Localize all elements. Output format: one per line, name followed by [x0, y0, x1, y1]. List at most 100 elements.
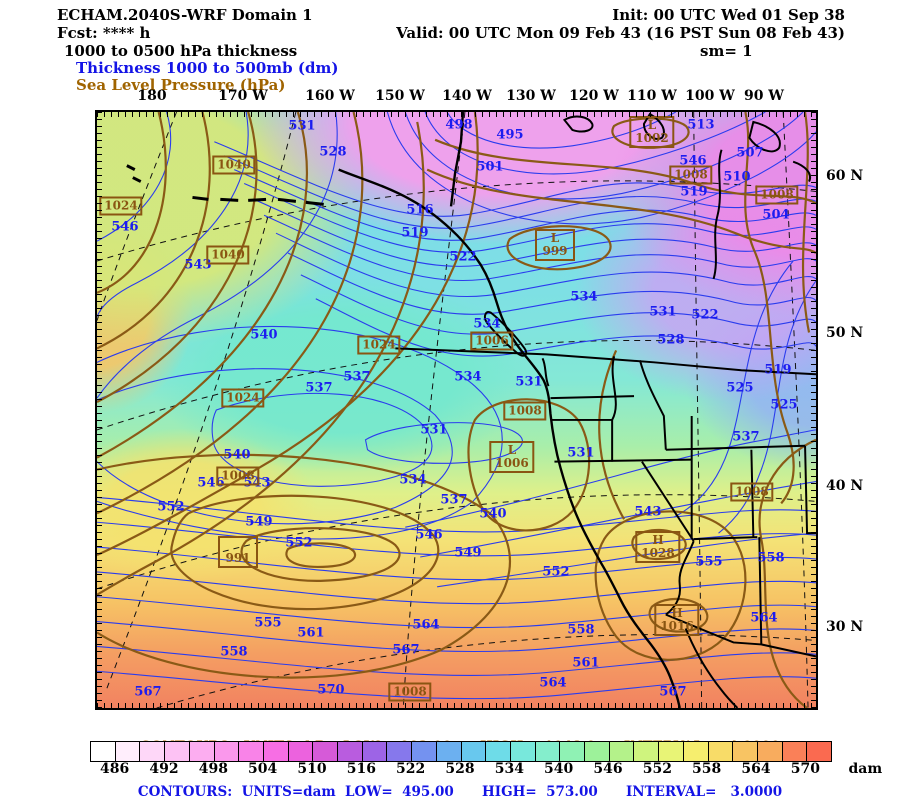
- thickness-contour-label: 525: [770, 397, 798, 413]
- thickness-contour-label: 531: [649, 304, 677, 320]
- longitude-axis: 180 170 W 160 W 150 W 140 W 130 W 120 W 110 W 10…: [95, 88, 818, 106]
- slp-contour-label: 1008: [669, 165, 713, 185]
- thickness-contour-label: 564: [539, 675, 567, 691]
- pressure-center-label: L 1002: [629, 116, 675, 148]
- lat-tick-label: 40 N: [826, 478, 864, 494]
- colorbar-cell: [756, 742, 782, 761]
- colorbar-tick-label: 492: [149, 761, 179, 777]
- colorbar-cell: [91, 742, 115, 761]
- lon-tick-label: 100 W: [685, 88, 735, 104]
- colorbar-cell: [732, 742, 757, 761]
- slp-contour-lines: [97, 112, 816, 708]
- thickness-contour-label: 546: [111, 219, 139, 235]
- pressure-center-symbol: H: [671, 606, 683, 620]
- lon-tick-label: 130 W: [506, 88, 556, 104]
- thickness-contour-label: 552: [542, 564, 570, 580]
- slp-contour-label: 1040: [212, 155, 256, 175]
- colorbar-tick-label: 558: [692, 761, 722, 777]
- thickness-contour-label: 540: [223, 447, 251, 463]
- lon-tick-label: 120 W: [569, 88, 619, 104]
- thickness-contour-label: 504: [762, 207, 790, 223]
- pressure-center-symbol: L: [507, 443, 517, 457]
- thickness-contour-label: 498: [445, 117, 473, 133]
- thickness-contour-label: 543: [634, 504, 662, 520]
- thickness-contour-label: 519: [680, 184, 708, 200]
- thickness-contour-label: 531: [420, 422, 448, 438]
- colorbar-cell: [411, 742, 436, 761]
- colorbar-cell: [312, 742, 338, 761]
- colorbar-tick-labels: dam 486 492 498 504 510 516 522 528 534 540 546 552…: [90, 761, 882, 777]
- colorbar-cell: [139, 742, 165, 761]
- thickness-contour-label: 531: [288, 118, 316, 134]
- colorbar-tick-label: 570: [790, 761, 820, 777]
- thickness-contour-label: 501: [476, 159, 504, 175]
- lon-tick-label: 170 W: [218, 88, 268, 104]
- slp-contour-label: 1008: [730, 482, 774, 502]
- pressure-center-value: 1006: [495, 456, 529, 470]
- colorbar-cell: [361, 742, 387, 761]
- pressure-center-label: H 1016: [654, 604, 700, 636]
- thickness-contour-label: 540: [479, 506, 507, 522]
- thickness-contour-label: 567: [134, 684, 162, 700]
- pressure-center-value: 991: [225, 551, 251, 565]
- page-title: ECHAM.2040S-WRF Domain 1: [57, 6, 313, 24]
- colorbar-tick-label: 504: [248, 761, 278, 777]
- colorbar-tick-label: 552: [642, 761, 672, 777]
- thickness-contour-label: 537: [343, 369, 371, 385]
- thickness-contour-label: 528: [657, 332, 685, 348]
- colorbar-cell: [238, 742, 263, 761]
- colorbar-cell: [435, 742, 461, 761]
- colorbar-unit-label: dam: [848, 761, 883, 777]
- slp-contour-label: 1008: [755, 185, 799, 205]
- valid-time-label: Valid: 00 UTC Mon 09 Feb 43 (16 PST Sun …: [396, 24, 845, 42]
- thickness-contour-lines: [97, 112, 816, 700]
- thickness-contour-label: 570: [317, 682, 345, 698]
- lon-tick-label: 90 W: [743, 88, 785, 104]
- thickness-contour-label: 522: [691, 307, 719, 323]
- slp-contour-label: 1008: [388, 682, 432, 702]
- colorbar-cell: [262, 742, 288, 761]
- colorbar-tick-label: 534: [494, 761, 524, 777]
- thickness-contour-label: 537: [440, 492, 468, 508]
- thickness-contour-label: 546: [415, 527, 443, 543]
- lon-tick-label: 160 W: [305, 88, 355, 104]
- thickness-labels-layer: 531 528 546 543 498 495 501 516 519 522 534 513 507 5…: [97, 112, 816, 708]
- pressure-center-label: 991: [218, 536, 258, 568]
- colorbar-cell: [682, 742, 708, 761]
- colorbar-tick-label: 522: [396, 761, 426, 777]
- thickness-contour-label: 540: [250, 327, 278, 343]
- thickness-contour-label: 531: [515, 374, 543, 390]
- colorbar-cell: [633, 742, 659, 761]
- thickness-legend-label: Thickness 1000 to 500mb (dm): [76, 59, 339, 77]
- thickness-contour-label: 552: [157, 499, 185, 515]
- thickness-contour-label: 495: [496, 127, 524, 143]
- thickness-contour-label: 558: [567, 622, 595, 638]
- graticule-lines: [97, 112, 816, 708]
- field-subtitle: 1000 to 0500 hPa thickness: [64, 42, 298, 60]
- thickness-contour-label: 534: [454, 369, 482, 385]
- colorbar-cell: [608, 742, 634, 761]
- thickness-contour-label: 552: [285, 535, 313, 551]
- thickness-contour-label: 546: [679, 153, 707, 169]
- colorbar-cell: [460, 742, 486, 761]
- thickness-contour-label: 549: [245, 514, 273, 530]
- thickness-colorbar: [90, 741, 832, 762]
- thickness-contour-label: 525: [726, 380, 754, 396]
- thickness-contour-label: 543: [184, 257, 212, 273]
- colorbar-cell: [534, 742, 560, 761]
- thickness-contour-label: 561: [572, 655, 600, 671]
- thickness-contour-label: 510: [723, 169, 751, 185]
- coastlines-and-borders: [126, 112, 816, 708]
- colorbar-cell: [485, 742, 510, 761]
- lon-tick-label: 140 W: [442, 88, 492, 104]
- latitude-axis: 60 N 50 N 40 N 30 N: [826, 110, 896, 710]
- colorbar-tick-label: 540: [544, 761, 574, 777]
- thickness-contour-label: 516: [406, 202, 434, 218]
- slp-legend-label: Sea Level Pressure (hPa): [76, 76, 286, 94]
- thickness-contour-label: 519: [401, 225, 429, 241]
- colorbar-cell: [164, 742, 189, 761]
- pressure-center-value: 1002: [635, 131, 669, 145]
- thickness-contour-label: 561: [297, 625, 325, 641]
- colorbar-tick-label: 564: [741, 761, 771, 777]
